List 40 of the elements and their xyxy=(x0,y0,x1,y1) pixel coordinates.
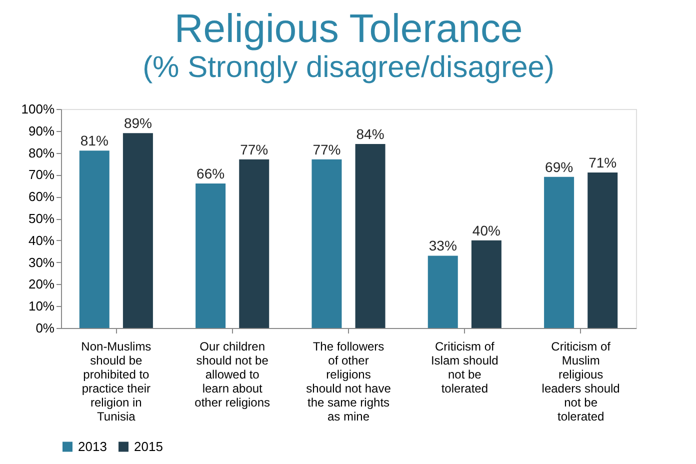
x-tick-label: Our children should not be allowed to learn about other religions xyxy=(194,340,270,410)
y-tick-label: 60% xyxy=(28,189,55,204)
data-label: 66% xyxy=(196,165,225,182)
data-label: 40% xyxy=(472,222,500,238)
data-label: 84% xyxy=(356,126,384,142)
data-label: 77% xyxy=(240,141,268,158)
x-tick-label: Criticism of Muslim religious leaders should not be tolerated xyxy=(542,340,620,424)
y-tick-label: 90% xyxy=(28,123,55,138)
x-tick-label: Criticism of Islam should not be tolerated xyxy=(430,340,498,396)
bar xyxy=(588,172,618,328)
data-label: 33% xyxy=(428,238,457,254)
bar xyxy=(79,150,110,328)
bar xyxy=(471,240,502,328)
y-tick-label: 40% xyxy=(28,232,55,248)
y-tick-label: 50% xyxy=(28,211,55,226)
legend-label: 2013 xyxy=(78,438,107,454)
bar xyxy=(196,183,226,328)
bar xyxy=(122,133,153,328)
bar xyxy=(312,159,342,328)
bar xyxy=(428,256,458,328)
y-tick-label: 70% xyxy=(28,167,55,182)
chart-subtitle: (% Strongly disagree/disagree) xyxy=(142,51,554,84)
bar xyxy=(239,159,270,328)
data-label: 81% xyxy=(80,132,108,149)
y-tick-label: 80% xyxy=(28,145,55,160)
y-tick-label: 0% xyxy=(36,320,55,336)
x-tick-label: Non-Muslims should be prohibited to practice their religion in Tunisia xyxy=(81,340,152,424)
y-tick-label: 30% xyxy=(28,254,55,270)
bar xyxy=(355,144,386,328)
x-tick-label: The followers of other religions should not have the same rights as mine xyxy=(306,340,392,424)
y-tick-label: 100% xyxy=(21,102,55,116)
chart-title: Religious Tolerance xyxy=(174,7,523,51)
y-tick-label: 10% xyxy=(28,298,55,314)
data-label: 77% xyxy=(312,141,341,158)
data-label: 71% xyxy=(588,154,617,171)
legend-label: 2015 xyxy=(134,438,163,454)
bar xyxy=(544,176,574,328)
data-label: 89% xyxy=(124,115,152,132)
data-label: 69% xyxy=(545,158,574,175)
y-tick-label: 20% xyxy=(28,276,55,292)
